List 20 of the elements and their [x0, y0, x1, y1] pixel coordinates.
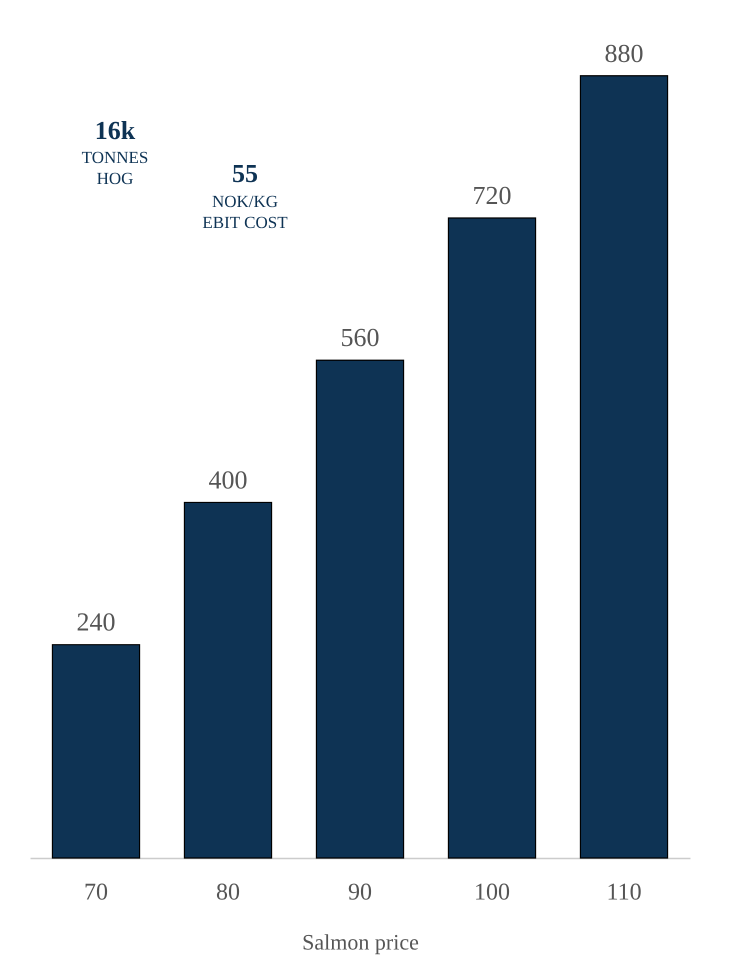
- x-axis-title: Salmon price: [302, 930, 419, 954]
- bar: [184, 502, 272, 859]
- data-label: 240: [76, 608, 116, 637]
- bar: [580, 75, 668, 859]
- x-tick-label: 110: [606, 880, 642, 906]
- annotation: 16k: [94, 116, 136, 145]
- annotation: TONNES HOG: [82, 148, 148, 188]
- bar: [448, 217, 536, 859]
- x-tick-label: 90: [348, 880, 372, 906]
- data-label: 400: [208, 465, 248, 494]
- data-label: 720: [472, 181, 512, 210]
- annotation: 55: [232, 159, 258, 188]
- bar: [52, 644, 140, 859]
- data-label: 880: [604, 38, 644, 68]
- data-label: 560: [340, 323, 380, 352]
- annotation: NOK/KG EBIT COST: [202, 192, 288, 232]
- bar: [316, 360, 404, 859]
- x-tick-label: 80: [216, 880, 240, 906]
- x-tick-label: 100: [474, 880, 510, 906]
- x-tick-label: 70: [84, 880, 108, 906]
